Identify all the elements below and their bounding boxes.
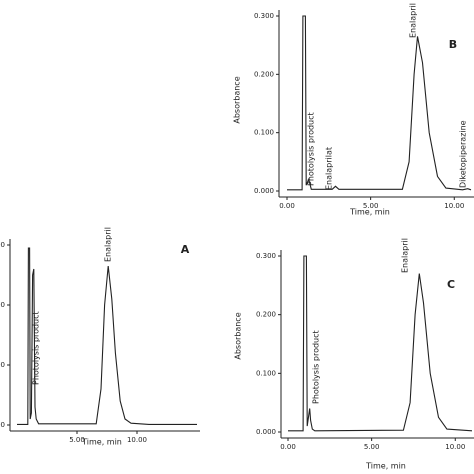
y-tick-label: 0.000 xyxy=(256,428,276,436)
x-axis-label: Time, min xyxy=(81,438,122,447)
x-tick-label: 10.00 xyxy=(444,202,464,210)
y-tick-label: 0.200 xyxy=(256,311,276,319)
panel-label: B xyxy=(449,38,457,51)
trace xyxy=(287,15,472,191)
x-tick-label: 10.00 xyxy=(445,443,465,451)
x-tick-label: 5.00 xyxy=(363,202,379,210)
y-tick-label: 0.300 xyxy=(0,241,5,249)
peak-label: Photolysis product xyxy=(307,112,316,186)
y-tick-label: 0.100 xyxy=(0,361,5,369)
x-axis-label: Time, min xyxy=(365,462,406,471)
trace xyxy=(17,247,197,425)
peak-label: Photolysis product xyxy=(312,330,321,404)
peak-label: Enalaprilat xyxy=(325,147,334,190)
y-tick-label: 0.300 xyxy=(256,252,276,260)
peak-label: Photolysis product xyxy=(32,311,41,385)
y-axis-label: Absorbance xyxy=(233,76,242,123)
x-tick-label: 0.00 xyxy=(279,202,295,210)
y-tick-label: 0.300 xyxy=(254,12,274,20)
y-tick-label: 0.200 xyxy=(0,301,5,309)
y-tick-label: 0.000 xyxy=(0,421,5,429)
panel-label: C xyxy=(447,278,455,291)
y-tick-label: 0.000 xyxy=(254,187,274,195)
peak-label: Enalapril xyxy=(104,227,113,262)
y-tick-label: 0.100 xyxy=(256,369,276,377)
y-tick-label: 0.200 xyxy=(254,70,274,78)
peak-label: Enalapril xyxy=(401,238,410,273)
x-tick-label: 5.00 xyxy=(364,443,380,451)
y-axis-label: Absorbance xyxy=(234,312,243,359)
panel-label: A xyxy=(181,243,190,256)
y-tick-label: 0.100 xyxy=(254,129,274,137)
x-axis-label: Time, min xyxy=(349,208,390,217)
peak-label: Diketopiperazine xyxy=(459,120,468,188)
x-tick-label: 5.00 xyxy=(69,436,85,444)
peak-label: Enalapril xyxy=(409,3,418,38)
x-tick-label: 10.00 xyxy=(127,436,147,444)
x-tick-label: 0.00 xyxy=(280,443,296,451)
trace xyxy=(288,255,473,432)
